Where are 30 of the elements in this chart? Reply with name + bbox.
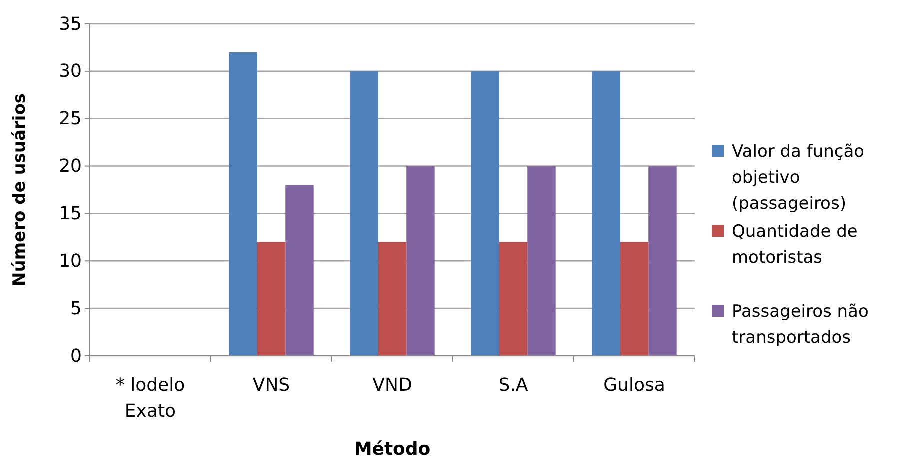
bar (528, 166, 556, 356)
bar (471, 71, 500, 356)
bar (229, 52, 258, 356)
x-tick-label: VNS (252, 375, 290, 396)
y-tick-label: 15 (59, 203, 82, 224)
bar (592, 71, 620, 356)
bar (350, 71, 378, 356)
x-tick-label: VND (372, 375, 412, 396)
bar (257, 242, 286, 356)
bar (499, 242, 528, 356)
x-tick-label: Gulosa (604, 375, 666, 396)
bar (378, 242, 407, 356)
y-tick-label: 35 (59, 14, 82, 35)
legend-label: Passageiros não transportados (732, 302, 869, 348)
bar (286, 185, 314, 356)
y-tick-label: 5 (70, 298, 82, 320)
bar (620, 242, 649, 356)
legend-label: Valor da função objetivo (passageiros) (732, 142, 865, 214)
y-axis-title: Número de usuários (10, 94, 30, 286)
y-tick-label: 20 (59, 156, 82, 178)
y-tick-label: 25 (59, 108, 82, 130)
y-tick-label: 10 (59, 250, 82, 272)
y-tick-label: 0 (70, 346, 82, 367)
legend-label: Quantidade de motoristas (732, 222, 858, 268)
x-tick-label: S.A (498, 375, 529, 396)
bar (406, 166, 435, 356)
bar (648, 166, 677, 356)
x-tick-label: * lodelo Exato (116, 375, 186, 422)
x-axis-title: Método (354, 439, 431, 460)
y-tick-label: 30 (59, 61, 82, 82)
